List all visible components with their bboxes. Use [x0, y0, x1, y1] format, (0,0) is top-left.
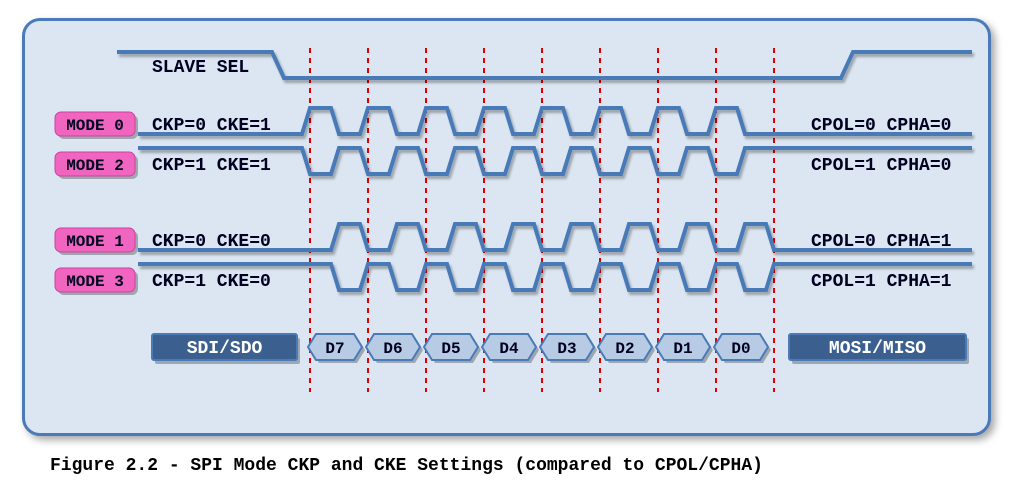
data-bit-label: D1: [673, 340, 692, 358]
data-bit-label: D7: [325, 340, 344, 358]
data-bit-label: D5: [441, 340, 460, 358]
figure-caption: Figure 2.2 - SPI Mode CKP and CKE Settin…: [50, 456, 763, 476]
data-bit-label: D0: [731, 340, 750, 358]
timing-diagram-svg: SLAVE SELMODE 0CKP=0 CKE=1CPOL=0 CPHA=0M…: [0, 0, 1013, 501]
data-bit-label: D4: [499, 340, 519, 358]
sdi-sdo-label: SDI/SDO: [187, 339, 263, 359]
mode-right-params: CPOL=1 CPHA=1: [811, 272, 952, 292]
mode-left-params: CKP=1 CKE=1: [152, 156, 271, 176]
mode-left-params: CKP=1 CKE=0: [152, 272, 271, 292]
data-bit-label: D6: [383, 340, 402, 358]
mode-badge-text: MODE 0: [66, 117, 124, 135]
data-bit-label: D2: [615, 340, 634, 358]
slave-sel-label: SLAVE SEL: [152, 58, 249, 78]
mode-badge-text: MODE 3: [66, 273, 124, 291]
mode-badge-text: MODE 1: [66, 233, 124, 251]
mode-right-params: CPOL=1 CPHA=0: [811, 156, 951, 176]
mosi-miso-label: MOSI/MISO: [829, 339, 926, 359]
data-bit-label: D3: [557, 340, 576, 358]
mode-badge-text: MODE 2: [66, 157, 124, 175]
